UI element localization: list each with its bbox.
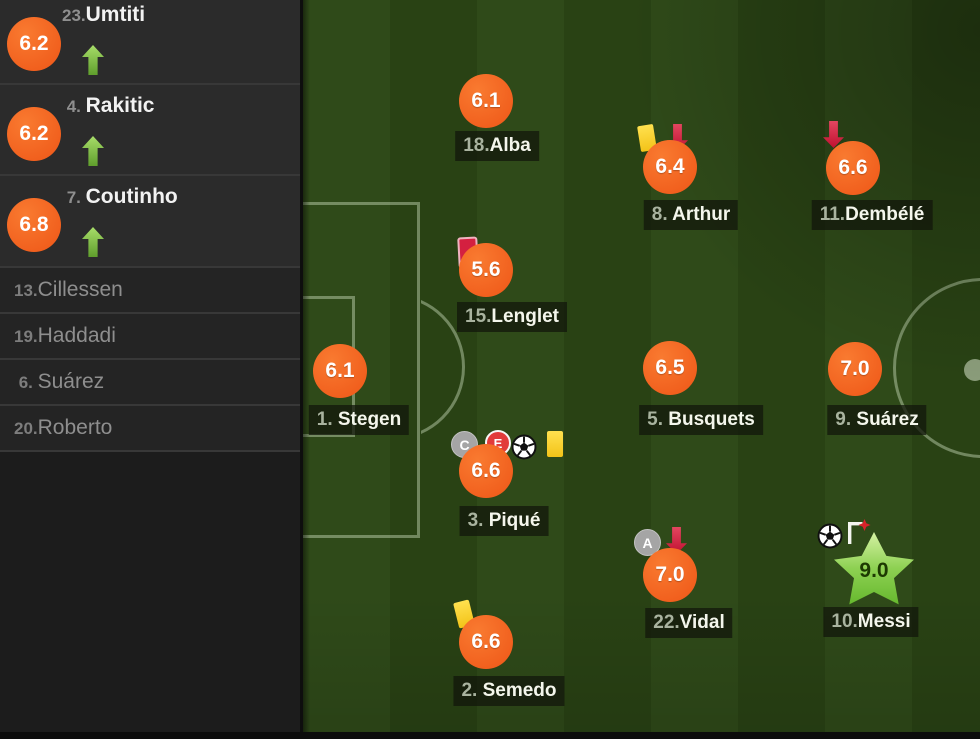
rating-bubble: 6.8 — [7, 198, 61, 252]
player-label[interactable]: 22.Vidal — [645, 608, 733, 638]
rating-bubble[interactable]: 6.5 — [643, 341, 697, 395]
bottom-bar — [0, 732, 980, 739]
player-label: 7. Coutinho — [62, 185, 178, 209]
goal-icon — [817, 523, 843, 549]
rating-value: 9.0 — [859, 559, 889, 582]
player-name: Suárez — [37, 370, 105, 393]
player-name: Rakitic — [85, 94, 155, 117]
player-label[interactable]: 3. Piqué — [459, 506, 549, 536]
substitutes-panel: 6.2 23.Umtiti 6.2 4. Rakitic 6.8 7. Cout… — [0, 0, 303, 739]
bench-row-roberto[interactable]: 20.Roberto — [0, 406, 300, 452]
rating-bubble[interactable]: 7.0 — [643, 548, 697, 602]
rating-bubble: 6.2 — [7, 107, 61, 161]
player-name: Cillessen — [37, 278, 123, 301]
player-label: 4. Rakitic — [62, 94, 155, 118]
shirt-number: 23. — [62, 6, 86, 25]
player-label[interactable]: 11.Dembélé — [811, 200, 933, 230]
shirt-number: 13. — [14, 281, 38, 300]
player-label[interactable]: 2. Semedo — [453, 676, 565, 706]
rating-bubble[interactable]: 6.6 — [459, 444, 513, 498]
pitch: 6.1 1. Stegen 6.1 18.Alba 5.6 15.Lenglet… — [303, 0, 980, 739]
player-label[interactable]: 10.Messi — [823, 607, 919, 637]
player-label[interactable]: 9. Suárez — [827, 405, 927, 435]
penalty-flag-icon — [848, 519, 871, 544]
rating-bubble[interactable]: 5.6 — [459, 243, 513, 297]
yellow-card-icon — [547, 431, 563, 457]
subbed-on-arrow-icon — [82, 136, 104, 166]
player-name: Roberto — [37, 416, 113, 439]
rating-bubble[interactable]: 6.1 — [313, 344, 367, 398]
rating-bubble[interactable]: 6.6 — [826, 141, 880, 195]
rating-bubble[interactable]: 6.1 — [459, 74, 513, 128]
rating-bubble[interactable]: 6.6 — [459, 615, 513, 669]
shirt-number: 19. — [14, 327, 38, 346]
subbed-on-arrow-icon — [82, 45, 104, 75]
goal-icon — [511, 434, 537, 460]
shirt-number: 7. — [62, 188, 86, 207]
player-name: Coutinho — [85, 185, 178, 208]
shirt-number: 4. — [62, 97, 86, 116]
rating-bubble[interactable]: 6.4 — [643, 140, 697, 194]
player-name: Umtiti — [85, 3, 146, 26]
player-label: 23.Umtiti — [62, 3, 145, 27]
sub-row-umtiti[interactable]: 6.2 23.Umtiti — [0, 0, 300, 85]
bench-row-cillessen[interactable]: 13.Cillessen — [0, 268, 300, 314]
player-label[interactable]: 18.Alba — [455, 131, 539, 161]
penalty-box-line — [303, 202, 420, 538]
rating-bubble[interactable]: 7.0 — [828, 342, 882, 396]
bench-row-suarez[interactable]: 6. Suárez — [0, 360, 300, 406]
player-label[interactable]: 15.Lenglet — [457, 302, 567, 332]
player-name: Haddadi — [37, 324, 116, 347]
sub-row-rakitic[interactable]: 6.2 4. Rakitic — [0, 85, 300, 176]
rating-bubble: 6.2 — [7, 17, 61, 71]
assist-badge-icon: A — [634, 529, 661, 556]
player-label[interactable]: 1. Stegen — [308, 405, 410, 435]
shirt-number: 20. — [14, 419, 38, 438]
sub-row-coutinho[interactable]: 6.8 7. Coutinho — [0, 176, 300, 268]
center-spot — [964, 359, 980, 381]
player-label[interactable]: 8. Arthur — [643, 200, 739, 230]
shirt-number: 6. — [14, 373, 38, 392]
subbed-on-arrow-icon — [82, 227, 104, 257]
player-label[interactable]: 5. Busquets — [639, 405, 763, 435]
bench-row-haddadi[interactable]: 19.Haddadi — [0, 314, 300, 360]
penalty-arc-line — [421, 292, 471, 444]
